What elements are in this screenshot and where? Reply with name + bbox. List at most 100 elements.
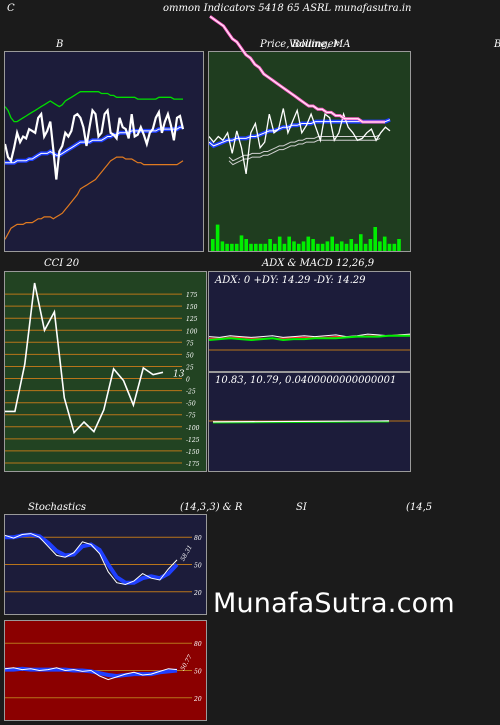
- adx-chart: [209, 333, 410, 351]
- cci-tick-label: -75: [186, 413, 196, 420]
- stoch-panel: 80 50 20 58.31: [4, 514, 207, 615]
- header-left-char: C: [7, 3, 15, 14]
- adx-panel: ADX: 0 +DY: 14.29 -DY: 14.29: [208, 271, 411, 372]
- bollinger-title: B: [56, 39, 64, 50]
- volume-bar: [287, 236, 291, 251]
- price-title-overlap: Bollinger: [292, 39, 339, 50]
- volume-bar: [211, 239, 215, 251]
- volume-bar: [335, 243, 339, 251]
- price-title-c: MA: [333, 39, 351, 50]
- middle-band-core: [5, 126, 183, 164]
- volume-bar: [249, 243, 253, 251]
- volume-bar: [254, 243, 258, 251]
- stochastics-chart: 80 50 20 58.31: [5, 532, 202, 597]
- bollinger-chart: [5, 91, 185, 240]
- macd-signal-line: [212, 421, 390, 424]
- volume-bar: [344, 243, 349, 251]
- macd-line: [212, 420, 390, 423]
- volume-bar: [339, 241, 344, 251]
- cci-tick-label: 125: [186, 316, 198, 323]
- stoch-title-a: Stochastics: [28, 502, 86, 513]
- cci-tick-label: 150: [186, 304, 198, 311]
- osc-tick-label: 20: [193, 696, 202, 703]
- volume-bar: [382, 236, 387, 251]
- rsi-panel: 80 50 20 50.77: [4, 620, 207, 721]
- volume-bar: [282, 243, 287, 251]
- volume-bar: [297, 243, 301, 251]
- volume-bar: [349, 239, 354, 251]
- osc-tick-label: 80: [194, 641, 202, 648]
- volume-bar: [378, 241, 382, 251]
- volume-bar: [268, 239, 272, 251]
- cci-tick-label: 25: [185, 365, 194, 372]
- cci-line: [5, 282, 164, 435]
- volume-bar: [239, 235, 244, 251]
- volume-bar: [316, 243, 320, 251]
- volume-bar: [277, 236, 282, 251]
- volume-bar: [392, 243, 397, 251]
- osc-signal-line: [5, 532, 179, 585]
- volume-bar: [301, 241, 306, 251]
- price-line: [209, 108, 391, 175]
- volume-bar: [359, 234, 363, 251]
- cci-tick-label: 50: [186, 352, 194, 359]
- cci-tick-label: -175: [186, 461, 200, 468]
- plus-di-line: [209, 334, 410, 342]
- cci-title: CCI 20: [44, 258, 80, 269]
- long-ma-core: [209, 15, 385, 123]
- volume-bar: [244, 239, 248, 251]
- volume-bar: [354, 243, 358, 251]
- price-title-b: Volume,: [289, 39, 330, 50]
- macd-panel: 10.83, 10.79, 0.0400000000000001: [208, 372, 411, 472]
- cci-tick-label: -125: [186, 437, 200, 444]
- price-ma-overflow: [209, 15, 385, 124]
- cci-last-label: 13: [173, 369, 185, 379]
- osc-main-line: [5, 667, 178, 681]
- lower-envelope-line: [228, 137, 381, 166]
- osc-tick-label: 20: [193, 590, 202, 597]
- cci-tick-label: -100: [186, 425, 200, 432]
- adx-title: ADX & MACD 12,26,9: [262, 258, 375, 269]
- watermark: MunafaSutra.com: [213, 588, 455, 619]
- stoch-title-c: SI: [296, 502, 307, 513]
- stoch-last-label: 58.31: [179, 544, 194, 562]
- stoch-title-d: (14,5: [406, 502, 433, 513]
- rsi-chart: 80 50 20 50.77: [5, 641, 202, 703]
- cci-chart: 175 150 125 100 75 50 25 0 -25 -50 -75 -100 -125 -150…: [5, 282, 200, 468]
- osc-tick-label: 50: [194, 563, 202, 570]
- bollinger-panel: [4, 51, 204, 252]
- cci-tick-label: 175: [186, 292, 198, 299]
- price-line: [5, 107, 185, 180]
- price-chart: [209, 108, 401, 251]
- cci-panel: 175 150 125 100 75 50 25 0 -25 -50 -75 -100 -125 -150…: [4, 271, 207, 472]
- volume-bar: [234, 243, 239, 251]
- volume-bar: [230, 243, 234, 251]
- volume-bar: [292, 241, 296, 251]
- header-symbol: 65 ASRL munafasutra.in: [287, 3, 412, 14]
- volume-bar: [311, 239, 315, 251]
- osc-tick-label: 80: [194, 535, 202, 542]
- volume-bar: [320, 243, 325, 251]
- osc-signal-line: [5, 666, 178, 679]
- volume-bar: [387, 243, 392, 251]
- volume-bar: [225, 243, 229, 251]
- cci-tick-label: -50: [186, 401, 196, 408]
- macd-chart: [209, 420, 410, 424]
- volume-bar: [368, 239, 373, 251]
- adx-readout: ADX: 0 +DY: 14.29 -DY: 14.29: [215, 275, 366, 286]
- volume-bar: [397, 239, 401, 251]
- cci-tick-label: -25: [186, 389, 196, 396]
- volume-bar: [363, 243, 368, 251]
- volume-bar: [306, 236, 311, 251]
- volume-bar: [220, 241, 225, 251]
- macd-readout: 10.83, 10.79, 0.0400000000000001: [215, 375, 397, 386]
- cci-tick-label: 100: [186, 328, 198, 335]
- volume-bar: [325, 241, 330, 251]
- volume-bar: [330, 236, 334, 251]
- header-title: ommon Indicators 5418: [163, 3, 284, 14]
- volume-bar: [373, 227, 377, 251]
- cci-tick-label: 0: [186, 377, 190, 384]
- long-ma-line: [209, 15, 385, 124]
- adx-line: [209, 333, 410, 338]
- osc-main-line: [5, 533, 178, 586]
